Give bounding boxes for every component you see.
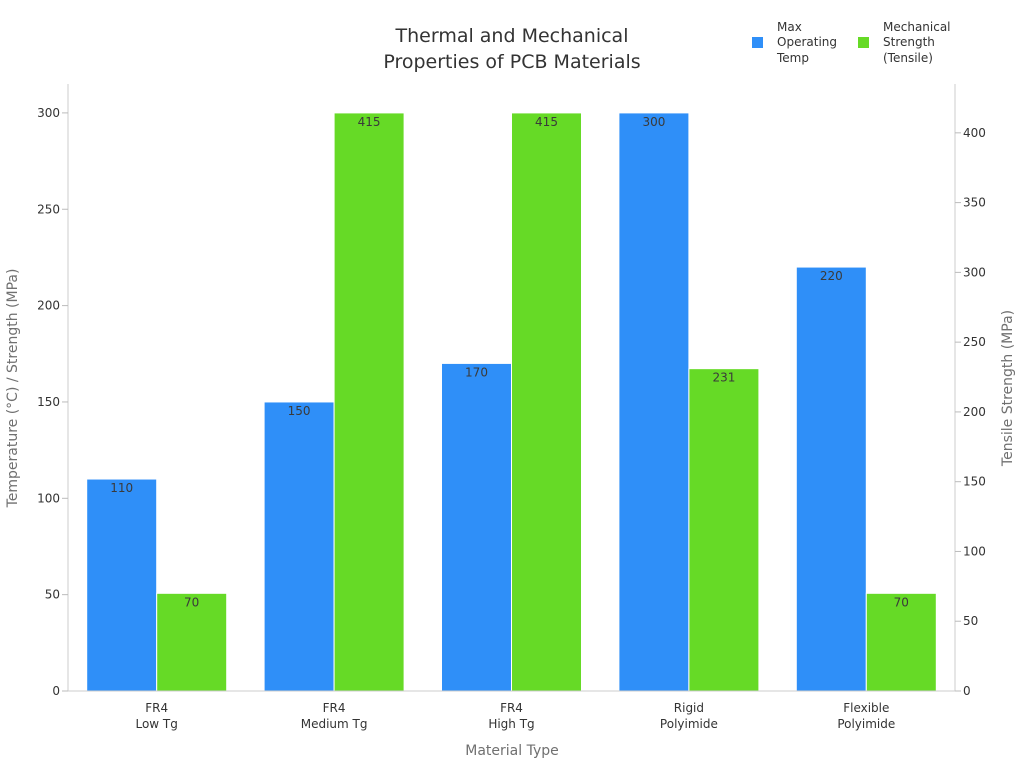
data-label: 220: [820, 269, 843, 283]
data-label: 70: [894, 595, 909, 609]
legend-label-line: (Tensile): [883, 51, 933, 65]
chart-title: Thermal and Mechanical Properties of PCB…: [383, 25, 640, 73]
y2-tick-label: 350: [963, 196, 986, 210]
legend-label-line: Strength: [883, 35, 935, 49]
bar-max-operating-temp: [795, 266, 867, 692]
data-label: 70: [184, 595, 199, 609]
legend-label-line: Mechanical: [883, 20, 951, 34]
legend: Max Operating Temp Mechanical Strength (…: [752, 20, 951, 65]
y-tick-label: 100: [37, 491, 60, 505]
y2-tick-label: 250: [963, 335, 986, 349]
bar-mechanical-strength: [688, 368, 760, 692]
legend-label-line: Operating: [777, 35, 837, 49]
x-tick-label: Polyimide: [837, 717, 895, 731]
chart-title-line-2: Properties of PCB Materials: [383, 51, 640, 73]
y-axis-title: Temperature (°C) / Strength (MPa): [5, 269, 21, 509]
bar-mechanical-strength: [511, 112, 582, 692]
data-label: 415: [358, 115, 381, 129]
x-tick-label: Flexible: [843, 701, 889, 715]
y2-tick-label: 150: [963, 475, 986, 489]
y-tick-label: 150: [37, 395, 60, 409]
legend-item-max-operating-temp: Max Operating Temp: [752, 20, 837, 65]
bar-mechanical-strength: [156, 592, 228, 692]
y2-tick-label: 300: [963, 265, 986, 279]
x-tick-label: Low Tg: [135, 717, 177, 731]
data-labels: 110 70 150 415 170 415 300 231 220 70: [110, 115, 909, 609]
bar-max-operating-temp: [263, 401, 335, 692]
data-label: 110: [110, 481, 133, 495]
chart-title-line-1: Thermal and Mechanical: [395, 25, 629, 47]
x-axis-title: Material Type: [465, 743, 558, 759]
y2-axis-title: Tensile Strength (MPa): [1000, 310, 1016, 467]
legend-swatch-max-operating-temp: [752, 37, 763, 48]
x-tick-label: High Tg: [488, 717, 534, 731]
legend-swatch-mechanical-strength: [858, 37, 869, 48]
y-tick-label: 0: [52, 684, 60, 698]
x-tick-label: Polyimide: [660, 717, 718, 731]
axes: FR4 Low Tg FR4 Medium Tg FR4 High Tg Rigid Poly…: [37, 84, 986, 731]
bar-max-operating-temp: [618, 112, 690, 692]
x-tick-label: Rigid: [674, 701, 704, 715]
x-tick-label: FR4: [145, 701, 168, 715]
bar-mechanical-strength: [333, 112, 405, 692]
x-tick-label: Medium Tg: [301, 717, 368, 731]
data-label: 231: [712, 371, 735, 385]
data-label: 150: [288, 404, 311, 418]
legend-item-mechanical-strength: Mechanical Strength (Tensile): [858, 20, 951, 65]
y2-tick-label: 50: [963, 614, 978, 628]
y2-tick-label: 200: [963, 405, 986, 419]
y2-tick-label: 0: [963, 684, 971, 698]
legend-label-line: Temp: [776, 51, 809, 65]
y-tick-label: 300: [37, 106, 60, 120]
data-label: 170: [465, 365, 488, 379]
y-tick-label: 200: [37, 299, 60, 313]
legend-label-line: Max: [777, 20, 802, 34]
y-tick-label: 50: [45, 588, 60, 602]
bars: [86, 112, 937, 692]
y-tick-label: 250: [37, 202, 60, 216]
x-tick-label: FR4: [323, 701, 346, 715]
y2-tick-label: 100: [963, 544, 986, 558]
data-label: 300: [642, 115, 665, 129]
data-label: 415: [535, 115, 558, 129]
x-tick-label: FR4: [500, 701, 523, 715]
bar-max-operating-temp: [86, 478, 158, 692]
y2-tick-label: 400: [963, 126, 986, 140]
bar-mechanical-strength: [865, 592, 937, 692]
bar-max-operating-temp: [441, 362, 512, 692]
